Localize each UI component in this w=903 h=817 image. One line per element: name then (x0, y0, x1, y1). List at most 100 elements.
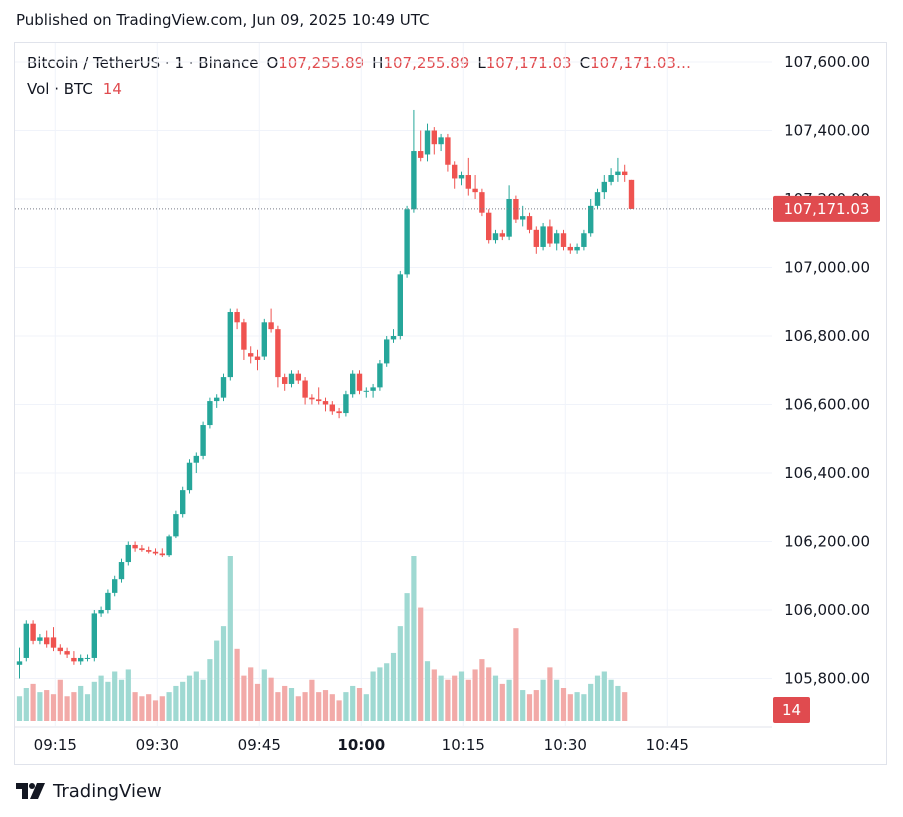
open-value: 107,255.89 (278, 54, 365, 72)
candle-body (526, 216, 533, 230)
candle-body (560, 233, 567, 247)
candle-body (322, 401, 329, 405)
candle-body (608, 175, 614, 182)
candle (254, 349, 261, 371)
volume-bar (384, 663, 390, 721)
candle-body (472, 188, 478, 193)
candle-body (588, 205, 594, 234)
candle (220, 373, 227, 402)
candle (363, 387, 369, 398)
candle-body (268, 322, 274, 330)
volume-bar (594, 675, 601, 721)
candle-body (295, 373, 301, 381)
candle (139, 544, 145, 552)
candle-body (173, 514, 179, 537)
price-axis: 107,600.00107,400.00107,200.00107,000.00… (784, 53, 870, 688)
volume-bar (608, 679, 614, 721)
volume-bar (139, 696, 145, 721)
candle-body (139, 548, 145, 551)
candle-body (146, 550, 152, 552)
candle-body (309, 397, 315, 400)
candles (16, 109, 635, 679)
y-tick-label: 107,400.00 (784, 122, 870, 140)
candle-body (438, 137, 444, 145)
volume-bar (486, 667, 492, 721)
y-tick-label: 106,400.00 (784, 464, 870, 482)
volume-bar (520, 690, 526, 721)
candle (513, 195, 519, 223)
volume-bar (112, 671, 118, 721)
candle (50, 627, 57, 652)
candle (445, 133, 451, 172)
volume-bar (424, 661, 431, 721)
volume-bar (234, 648, 240, 721)
candle (44, 630, 50, 648)
candle-body (44, 637, 50, 645)
volume-bar (370, 671, 376, 721)
volume-bars (16, 556, 628, 721)
volume-bar (540, 679, 546, 721)
candle-body (479, 192, 485, 213)
volume-bar (173, 685, 179, 721)
candle-body (125, 544, 131, 563)
candle-body (50, 637, 57, 648)
candle-body (78, 657, 84, 662)
candle (316, 387, 322, 405)
symbol-name[interactable]: Bitcoin / TetherUS · 1 · Binance (27, 54, 259, 72)
candle (295, 370, 301, 384)
volume-bar (452, 675, 458, 721)
candle (186, 459, 193, 494)
candle-body (567, 246, 573, 251)
candle-body (343, 394, 349, 414)
y-tick-label: 106,200.00 (784, 533, 870, 551)
volume-bar (186, 675, 193, 721)
candle-body (105, 592, 111, 610)
volume-tag-label: 14 (782, 701, 801, 719)
volume-bar (152, 700, 159, 721)
candle-body (520, 216, 526, 220)
candle-body (622, 171, 628, 176)
candle (438, 133, 444, 152)
candle-body (220, 377, 227, 398)
candle-body (431, 130, 437, 145)
candle (390, 329, 397, 343)
candle (173, 510, 179, 539)
tradingview-brand[interactable]: TradingView (16, 780, 162, 802)
chart-frame[interactable] (14, 42, 887, 765)
candle (214, 394, 220, 408)
candle (329, 401, 335, 415)
candle-body (601, 181, 607, 193)
y-tick-label: 106,600.00 (784, 396, 870, 414)
volume-bar (214, 640, 220, 721)
candle (23, 620, 29, 662)
candle-body (30, 623, 36, 641)
candle-body (23, 623, 29, 658)
candle (336, 407, 342, 419)
high-value: 107,255.89 (383, 54, 470, 72)
candle-body (329, 404, 335, 412)
candle-body (241, 322, 247, 350)
candle (241, 318, 247, 360)
axis-tags: 107,171.03 14 (15, 195, 880, 723)
volume-bar (98, 675, 104, 721)
volume-bar (254, 683, 261, 721)
candle (574, 243, 580, 254)
volume-bar (159, 696, 165, 721)
candle-body (350, 373, 356, 395)
candle-body (445, 137, 451, 165)
candle (431, 127, 437, 155)
volume-label[interactable]: Vol · BTC (27, 80, 93, 98)
candle-body (492, 233, 499, 241)
volume-bar (132, 692, 138, 721)
candle (132, 541, 138, 552)
volume-bar (241, 675, 247, 721)
candle (540, 222, 546, 251)
volume-bar (356, 688, 363, 721)
candle-body (370, 387, 376, 391)
candle (302, 377, 308, 405)
candle (343, 390, 349, 417)
candle-body (234, 312, 240, 323)
candle (207, 397, 213, 429)
time-axis: 09:15 09:30 09:45 10:00 10:15 10:30 10:45 (34, 736, 689, 754)
